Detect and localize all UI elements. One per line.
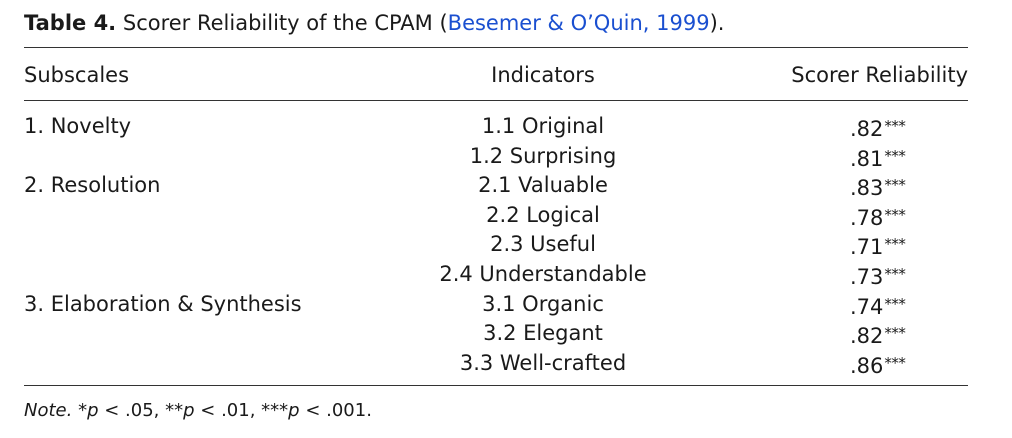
header-scorer-reliability: Scorer Reliability	[791, 63, 968, 87]
note-sig-3-stars: ***	[261, 400, 289, 421]
reliability-value: .82	[850, 324, 884, 349]
table-row: 1. Novelty 1.1 Original .82***	[24, 111, 968, 141]
table-row: 3.2 Elegant .82***	[24, 318, 968, 348]
note-label: Note.	[24, 400, 73, 421]
significance-marker: ***	[884, 294, 906, 313]
cell-indicator: 3.1 Organic	[482, 291, 604, 316]
note-sig-3-p: p	[288, 400, 300, 421]
cell-indicator: 1.1 Original	[481, 114, 605, 138]
cell-reliability: .86***	[850, 348, 940, 381]
reliability-value: .86	[850, 353, 884, 378]
table-caption-text: Scorer Reliability of the CPAM (	[122, 11, 448, 35]
table-caption-end: ).	[709, 11, 725, 35]
significance-marker: ***	[884, 117, 906, 135]
significance-marker: ***	[884, 235, 906, 254]
cell-reliability: .73***	[850, 259, 940, 292]
top-rule	[24, 47, 968, 48]
cell-reliability: .78***	[850, 200, 940, 233]
table-body: 1. Novelty 1.1 Original .82*** 1.2 Surprisi…	[24, 111, 968, 378]
cell-subscale: 3. Elaboration & Synthesis	[24, 291, 302, 316]
note-sig-1-rest: < .05,	[98, 400, 166, 421]
table-note: Note. *p < .05, **p < .01, ***p < .001.	[24, 398, 372, 424]
note-sig-2-stars: **	[165, 400, 184, 421]
significance-marker: ***	[884, 205, 906, 224]
reliability-value: .78	[850, 205, 884, 230]
note-sig-1-p: p	[87, 400, 99, 421]
cell-indicator: 2.4 Understandable	[439, 261, 647, 286]
reliability-value: .73	[850, 264, 884, 289]
table-row: 2. Resolution 2.1 Valuable .83***	[24, 170, 968, 200]
cell-indicator: 2.1 Valuable	[478, 173, 608, 198]
table-row: 1.2 Surprising .81***	[24, 141, 968, 171]
cell-indicator: 2.3 Useful	[490, 232, 596, 257]
table-row: 3. Elaboration & Synthesis 3.1 Organic .74…	[24, 289, 968, 319]
table-caption-label: Table 4.	[24, 11, 117, 35]
cell-subscale: 1. Novelty	[24, 114, 132, 138]
note-sig-3-rest: < .001.	[299, 400, 372, 421]
significance-marker: ***	[884, 146, 906, 165]
table-header-row: Subscales Indicators Scorer Reliability	[24, 58, 968, 92]
cell-reliability: .81***	[850, 141, 940, 174]
cell-indicator: 2.2 Logical	[486, 202, 600, 227]
table-row: 2.4 Understandable .73***	[24, 259, 968, 289]
significance-marker: ***	[884, 324, 906, 343]
cell-indicator: 3.3 Well-crafted	[459, 350, 627, 375]
note-sig-2-p: p	[183, 400, 195, 421]
table-row: 2.3 Useful .71***	[24, 229, 968, 259]
note-sig-2-rest: < .01,	[194, 400, 262, 421]
cell-indicator: 3.2 Elegant	[483, 321, 603, 346]
table-caption: Table 4. Scorer Reliability of the CPAM …	[24, 8, 724, 38]
reliability-value: .83	[850, 176, 884, 201]
cell-reliability: .74***	[850, 289, 940, 322]
reliability-value: .82	[850, 117, 884, 141]
reliability-value: .81	[850, 146, 884, 171]
significance-marker: ***	[884, 353, 906, 372]
table-row: 2.2 Logical .78***	[24, 200, 968, 230]
bottom-rule	[24, 385, 968, 386]
reliability-value: .71	[850, 235, 884, 260]
citation-link[interactable]: Besemer & O’Quin, 1999	[447, 11, 710, 35]
reliability-value: .74	[850, 294, 884, 319]
note-sig-1-stars: *	[78, 400, 88, 421]
header-rule	[24, 100, 968, 101]
cell-reliability: .83***	[850, 170, 940, 203]
significance-marker: ***	[884, 176, 906, 195]
cell-subscale: 2. Resolution	[24, 173, 161, 198]
header-indicators: Indicators	[491, 63, 595, 87]
header-subscales: Subscales	[24, 63, 130, 87]
table-row: 3.3 Well-crafted .86***	[24, 348, 968, 378]
cell-indicator: 1.2 Surprising	[469, 143, 617, 168]
cell-reliability: .82***	[850, 111, 940, 144]
cell-reliability: .71***	[850, 229, 940, 262]
significance-marker: ***	[884, 264, 906, 283]
cell-reliability: .82***	[850, 318, 940, 351]
